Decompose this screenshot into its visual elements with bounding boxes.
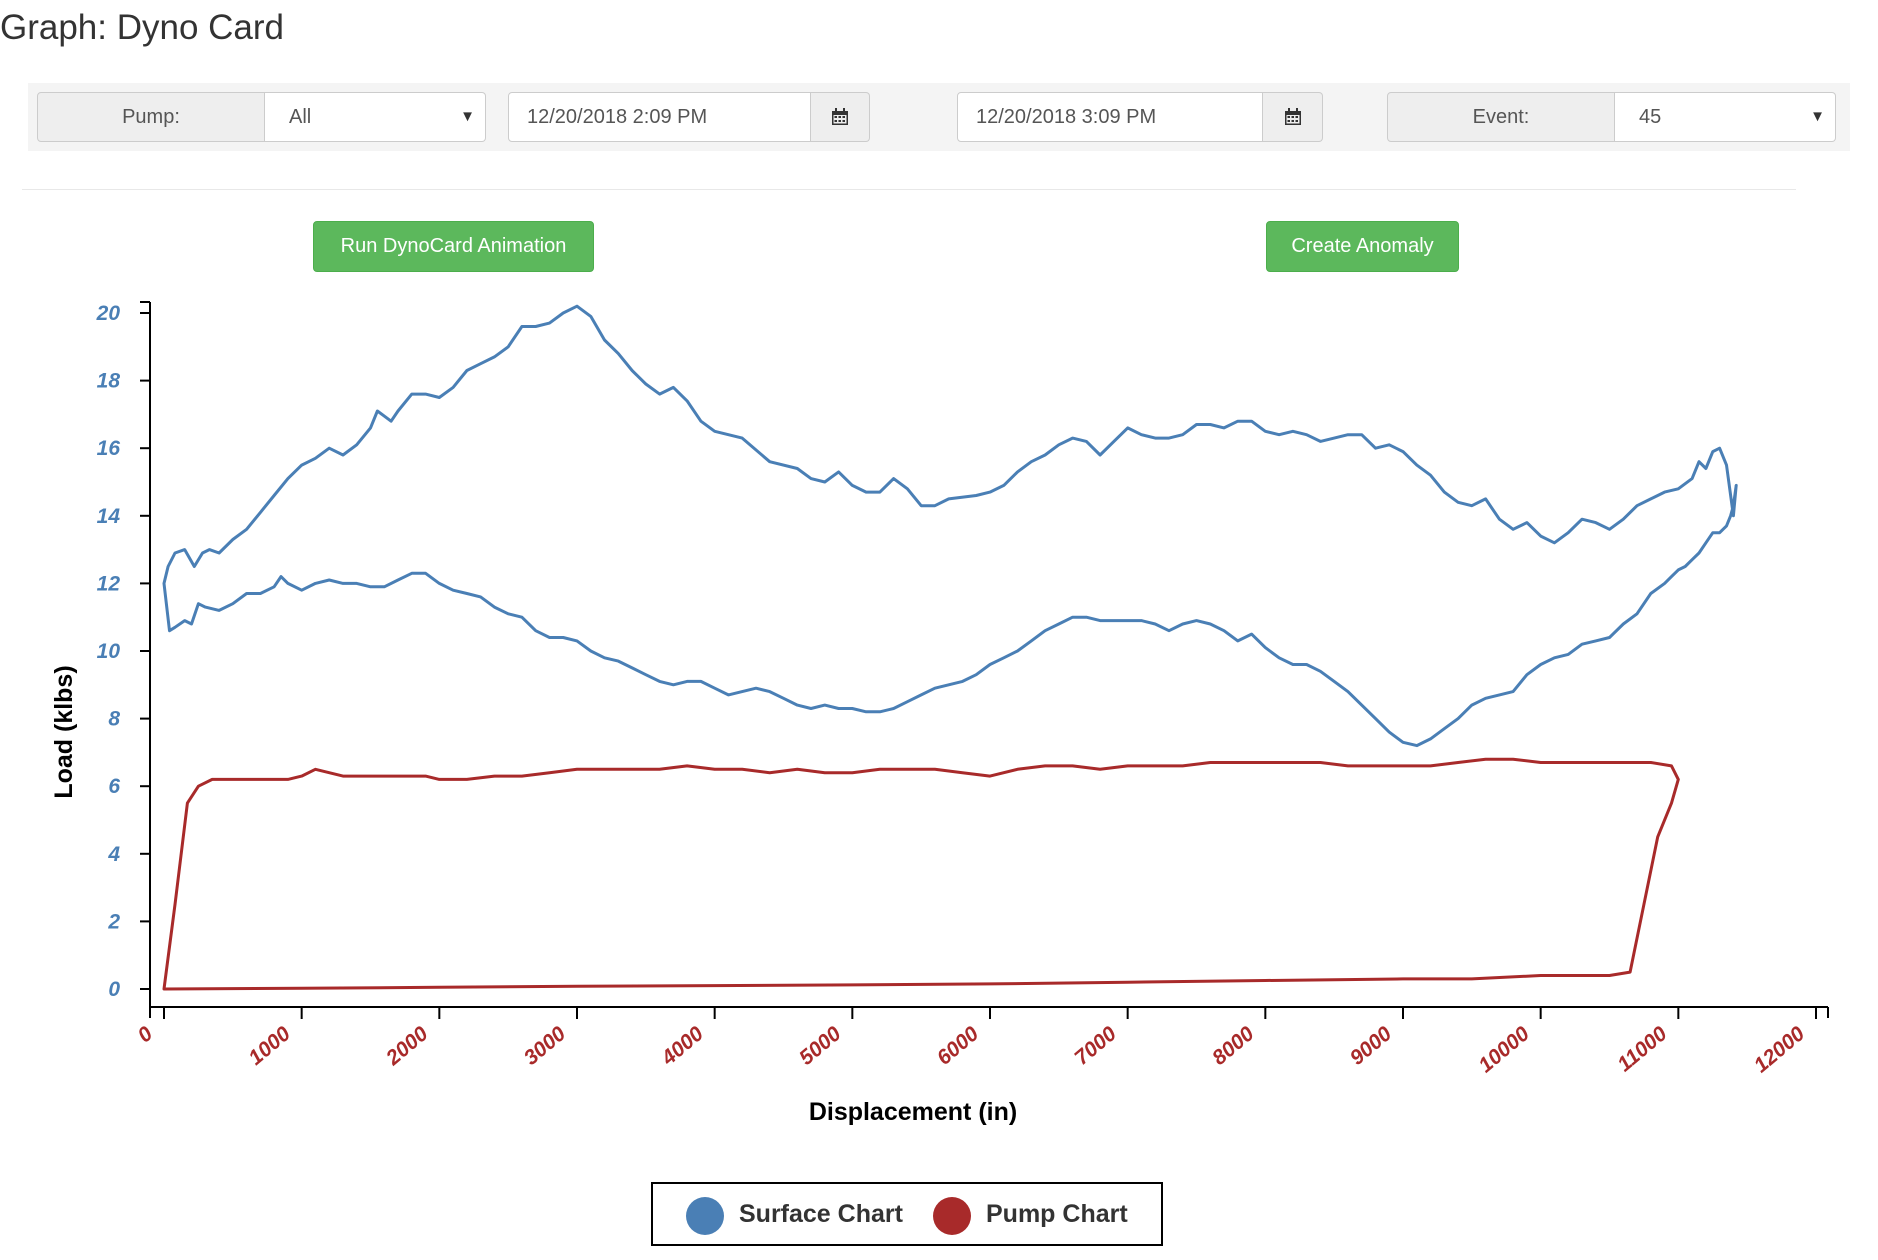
filter-toolbar: Pump: All ▼ 12/20/2018 2:09 PM 12/20/201… — [28, 83, 1850, 151]
pump-select-value: All — [289, 105, 312, 128]
y-tick-label: 0 — [108, 978, 120, 1001]
y-tick-label: 10 — [97, 640, 121, 663]
end-calendar-button[interactable] — [1263, 92, 1323, 142]
x-axis-label: Displacement (in) — [809, 1098, 1017, 1126]
x-tick-label: 8000 — [1208, 1022, 1259, 1070]
pump-filter: Pump: All ▼ — [37, 92, 486, 142]
calendar-icon — [1284, 108, 1301, 125]
run-dynocard-animation-button[interactable]: Run DynoCard Animation — [313, 221, 594, 272]
x-tick-label: 0 — [133, 1022, 157, 1047]
x-tick-label: 5000 — [795, 1022, 846, 1070]
pump-chart-legend-marker — [933, 1197, 971, 1235]
surface-chart-legend-label: Surface Chart — [739, 1200, 903, 1228]
x-tick-label: 2000 — [381, 1022, 433, 1070]
start-datetime-input[interactable]: 12/20/2018 2:09 PM — [508, 92, 811, 142]
page-title: Graph: Dyno Card — [0, 8, 285, 47]
end-datetime-input[interactable]: 12/20/2018 3:09 PM — [957, 92, 1263, 142]
x-tick-label: 11000 — [1613, 1022, 1672, 1076]
y-tick-label: 2 — [107, 910, 120, 933]
pump-label: Pump: — [37, 92, 265, 142]
create-anomaly-button[interactable]: Create Anomaly — [1266, 221, 1459, 272]
surface-chart-line — [162, 304, 1738, 748]
y-tick-label: 20 — [96, 302, 121, 325]
x-tick-label: 7000 — [1070, 1022, 1121, 1070]
y-tick-label: 14 — [97, 505, 121, 528]
chevron-down-icon: ▼ — [1810, 108, 1825, 125]
x-tick-label: 9000 — [1346, 1022, 1397, 1070]
y-tick-label: 16 — [97, 437, 121, 460]
surface-chart-legend-marker — [686, 1197, 724, 1235]
x-tick-label: 1000 — [244, 1022, 295, 1070]
x-tick-label: 12000 — [1750, 1022, 1810, 1077]
chart-legend: Surface Chart Pump Chart — [651, 1182, 1163, 1246]
section-divider — [22, 189, 1796, 190]
calendar-icon — [831, 108, 848, 125]
y-tick-label: 8 — [108, 708, 120, 731]
y-tick-label: 6 — [108, 775, 120, 798]
event-select[interactable]: 45 ▼ — [1615, 92, 1836, 142]
y-axis-label: Load (klbs) — [50, 665, 78, 798]
end-datetime-picker: 12/20/2018 3:09 PM — [957, 92, 1323, 142]
x-tick-label: 10000 — [1474, 1022, 1534, 1077]
x-tick-label: 6000 — [933, 1022, 984, 1070]
y-tick-label: 12 — [97, 572, 121, 595]
y-tick-label: 18 — [97, 370, 121, 393]
x-tick-label: 3000 — [520, 1022, 571, 1070]
y-tick-label: 4 — [107, 843, 120, 866]
event-label: Event: — [1387, 92, 1615, 142]
x-tick-label: 4000 — [657, 1022, 709, 1070]
start-calendar-button[interactable] — [810, 92, 870, 142]
dyno-card-chart: 0 2 4 6 8 10 12 14 16 18 20 0 1000 2000 3000 4000 5000 60… — [50, 301, 1829, 1126]
event-filter: Event: 45 ▼ — [1387, 92, 1836, 142]
pump-chart-line — [162, 757, 1680, 991]
event-select-value: 45 — [1639, 105, 1662, 128]
pump-select[interactable]: All ▼ — [265, 92, 486, 142]
start-datetime-picker: 12/20/2018 2:09 PM — [508, 92, 870, 142]
pump-chart-legend-label: Pump Chart — [986, 1200, 1128, 1228]
chevron-down-icon: ▼ — [460, 108, 475, 125]
